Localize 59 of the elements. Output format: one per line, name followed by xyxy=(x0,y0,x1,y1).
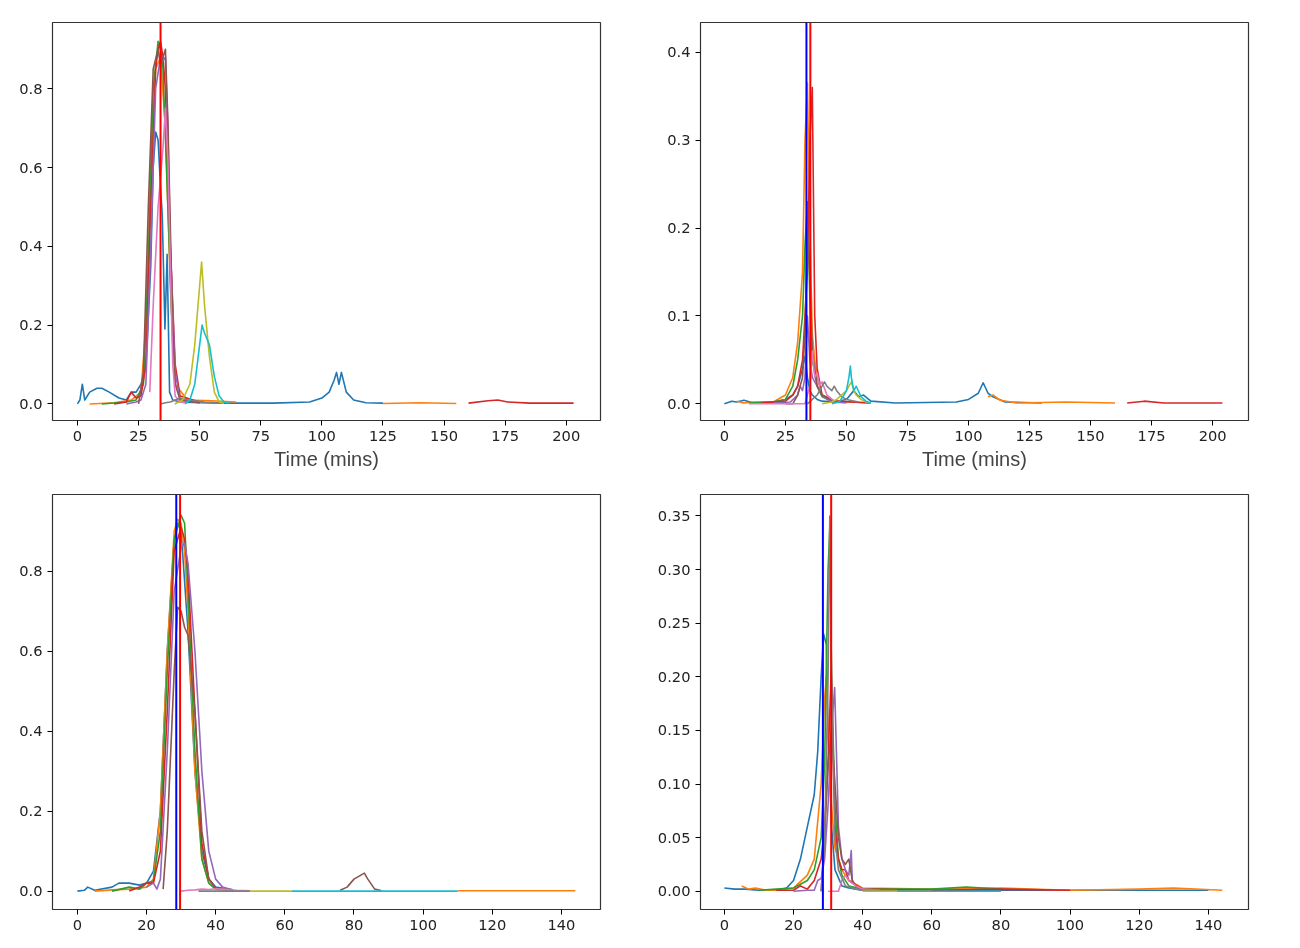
x-tick-label: 120 xyxy=(1125,915,1154,933)
x-tick-label: 80 xyxy=(991,915,1011,933)
x-tick-label: 75 xyxy=(898,426,917,444)
y-tick-label: 0.20 xyxy=(657,667,691,685)
x-tick-label: 60 xyxy=(275,915,295,933)
x-tick-label: 100 xyxy=(307,426,336,444)
x-tick-label: 80 xyxy=(344,915,364,933)
y-tick-label: 0.35 xyxy=(657,506,691,524)
y-tick-label: 0.1 xyxy=(667,306,691,324)
y-tick-label: 0.6 xyxy=(19,158,43,176)
y-tick-label: 0.3 xyxy=(667,131,691,149)
y-tick-label: 0.4 xyxy=(19,237,43,255)
y-tick-label: 0.2 xyxy=(19,316,43,334)
y-tick-label: 0.0 xyxy=(667,394,691,412)
x-tick-label: 0 xyxy=(719,915,730,933)
y-tick-label: 0.8 xyxy=(19,562,43,580)
y-tick-label: 0.4 xyxy=(667,43,691,61)
y-tick-label: 0.05 xyxy=(657,828,691,846)
y-tick-label: 0.0 xyxy=(19,882,43,900)
x-tick-label: 25 xyxy=(776,426,795,444)
x-tick-label: 20 xyxy=(784,915,803,933)
x-tick-label: 120 xyxy=(478,915,507,933)
y-tick-label: 0.2 xyxy=(19,802,43,820)
x-tick-label: 60 xyxy=(922,915,942,933)
y-tick-label: 0.6 xyxy=(19,642,43,660)
y-tick-label: 0.30 xyxy=(657,560,691,578)
y-tick-label: 0.4 xyxy=(19,722,43,740)
x-tick-label: 100 xyxy=(954,426,983,444)
y-tick-label: 0.00 xyxy=(657,882,691,900)
x-tick-label: 50 xyxy=(837,426,856,444)
x-tick-label: 100 xyxy=(1056,915,1085,933)
x-tick-label: 40 xyxy=(206,915,226,933)
y-tick-label: 0.10 xyxy=(657,775,691,793)
x-tick-label: 175 xyxy=(491,426,520,444)
x-tick-label: 75 xyxy=(251,426,271,444)
x-tick-label: 175 xyxy=(1137,426,1166,444)
x-tick-label: 25 xyxy=(129,426,148,444)
y-tick-label: 0.2 xyxy=(667,219,691,237)
y-tick-label: 0.0 xyxy=(19,394,43,412)
x-tick-label: 140 xyxy=(547,915,576,933)
x-tick-label: 125 xyxy=(368,426,397,444)
x-tick-label: 40 xyxy=(853,915,872,933)
y-tick-label: 0.15 xyxy=(657,721,691,739)
x-tick-label: 20 xyxy=(137,915,156,933)
x-tick-label: 50 xyxy=(190,426,209,444)
x-tick-label: 0 xyxy=(72,915,83,933)
x-tick-label: 140 xyxy=(1194,915,1223,933)
x-axis-title: Time (mins) xyxy=(922,447,1027,470)
y-tick-label: 0.8 xyxy=(19,79,43,97)
y-tick-label: 0.25 xyxy=(657,614,691,632)
x-tick-label: 100 xyxy=(409,915,438,933)
x-tick-label: 125 xyxy=(1015,426,1044,444)
x-axis-title: Time (mins) xyxy=(274,447,379,470)
x-tick-label: 150 xyxy=(1076,426,1105,444)
x-tick-label: 200 xyxy=(552,426,581,444)
x-tick-label: 150 xyxy=(430,426,459,444)
x-tick-label: 200 xyxy=(1198,426,1227,444)
x-tick-label: 0 xyxy=(72,426,83,444)
x-tick-label: 0 xyxy=(719,426,730,444)
